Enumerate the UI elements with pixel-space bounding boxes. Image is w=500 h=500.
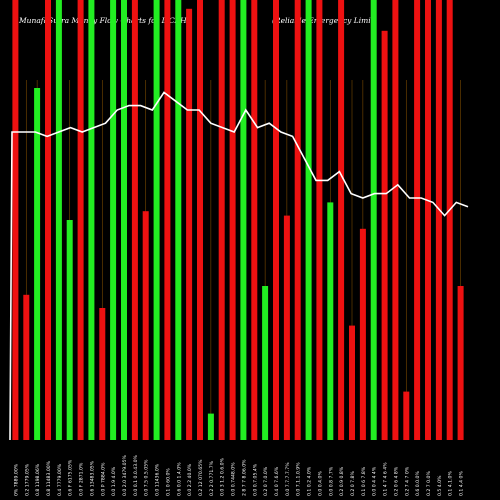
flow-bar <box>327 202 334 440</box>
x-tick-label: 0.6 F 6175.05% <box>68 459 74 496</box>
flow-bar <box>359 228 366 440</box>
x-tick-label: 0.5 4.0% <box>437 475 443 496</box>
x-tick-label: 0.0 1.9 4.0% <box>111 466 117 496</box>
x-tick-label: 0.2 0 7.0.0% <box>263 466 269 496</box>
x-tick-label: 0.0 0.7.05.4% <box>252 463 258 496</box>
flow-bar <box>99 308 106 440</box>
flow-bar <box>403 391 410 440</box>
x-tick-label: 0.1 0 6 7.8% <box>361 466 367 496</box>
x-tick-label: 0.2 0.9 0.8% <box>339 466 345 496</box>
flow-bar <box>77 0 84 440</box>
flow-bar <box>66 220 73 440</box>
x-tick-label: 0.0 0.7448.0% <box>231 462 237 496</box>
flow-bar <box>164 0 171 440</box>
x-tick-label: 0.0 7.5 0.5.05% <box>144 459 150 496</box>
x-tick-label: 0.1 4 7 4 6 4% <box>383 462 389 496</box>
flow-bar <box>349 325 355 440</box>
x-tick-label: 0.0 0 4 4 4% <box>372 466 378 496</box>
chart-title-right: (Reliable Emergency Limit <box>272 16 374 25</box>
x-tick-label: 0.0 2.2 40.0% <box>187 463 193 496</box>
flow-bar <box>392 0 399 440</box>
flow-bar <box>338 0 345 440</box>
x-tick-label: 0.0 P 7884.0% <box>100 462 106 496</box>
x-tick-label: 0.0 2.0 3479.05% <box>122 454 128 496</box>
x-tick-label: 0.2 7 0.0% <box>426 471 432 496</box>
flow-bar <box>251 0 258 440</box>
x-tick-label: 0.2 1779.05% <box>24 463 30 496</box>
flow-bar <box>218 0 225 440</box>
flow-bar <box>240 0 247 440</box>
x-tick-label: 0.2 0 6 4 8% <box>393 466 399 496</box>
flow-bar <box>273 0 279 440</box>
flow-bar <box>305 0 312 440</box>
flow-bar <box>446 0 453 440</box>
flow-bar <box>175 0 182 440</box>
x-tick-label: 0.2 7 4 7 0% <box>404 466 410 496</box>
x-tick-label: 0.1 4.1.0% <box>448 471 454 496</box>
line-layer <box>9 91 469 441</box>
x-tick-label: 0.6 0.0 1.4.0% <box>176 462 182 496</box>
flow-bar <box>142 211 149 440</box>
x-tick-label: 0.6 13483.05% <box>89 460 95 496</box>
x-tick-label: 0% 7889.00% <box>13 463 19 496</box>
x-tick-label: 0.0 7.1.1.0.9% <box>296 462 302 496</box>
flow-bar <box>121 0 127 440</box>
flow-bar <box>414 0 421 440</box>
flow-bar <box>262 286 269 440</box>
flow-bar <box>457 286 464 440</box>
x-tick-label: 0.0 7.7.7.7.7% <box>285 462 291 496</box>
flow-bar <box>435 0 442 440</box>
x-tick-label: 0.2 2 0.771.7% <box>209 460 215 496</box>
flow-bar <box>425 0 431 440</box>
x-tick-labels: 0% 7889.00% 0.2 1779.05% 0.8 1198.06% 0.8 1… <box>13 454 464 496</box>
flow-bar <box>23 294 30 440</box>
x-tick-label: 0.2 12 070.65% <box>198 459 204 496</box>
flow-bar <box>294 0 301 440</box>
flow-bar <box>153 0 160 440</box>
x-tick-label: 0.0 0.4.0% <box>317 471 323 496</box>
x-tick-label: 0.0 3 1.2 0.6.0% <box>220 457 226 496</box>
x-tick-label: 0.1 0 60.0% <box>165 468 171 496</box>
x-tick-label: 0.0 0.1 0.0.43.0% <box>133 454 139 496</box>
x-tick-label: 0.0 0.8 7.7% <box>328 466 334 496</box>
x-tick-label: 0.2 0 7.8% <box>350 471 356 496</box>
flow-bar <box>131 0 138 440</box>
x-tick-label: 0.6 0.0.0% <box>415 471 421 496</box>
flow-bar <box>229 0 236 440</box>
flow-bar <box>55 0 62 440</box>
price-line <box>9 91 469 441</box>
flow-bar <box>381 30 388 441</box>
x-tick-label: 0.8 11483.00% <box>46 460 52 496</box>
chart-title-left: MunafaSutra Money Flow Charts for LiCAHL <box>19 16 192 25</box>
flow-bar <box>197 0 203 440</box>
x-tick-label: 0.1 0.2 4.0% <box>307 466 313 496</box>
flow-bar <box>283 215 290 440</box>
flow-bar <box>370 0 377 440</box>
flow-bar <box>34 88 41 440</box>
x-tick-label: 0.4 0 7.6.6% <box>274 466 280 496</box>
flow-bar <box>88 0 95 440</box>
x-tick-label: 0.4 7779.00% <box>57 463 63 496</box>
flow-bar <box>186 8 193 441</box>
flow-bar <box>316 0 323 440</box>
x-tick-label: 0.0 11436.0% <box>155 463 161 496</box>
flow-bar <box>207 413 214 440</box>
flow-bar <box>12 0 19 440</box>
flow-bar <box>110 0 117 440</box>
bar-layer <box>12 0 464 441</box>
x-tick-label: 0.0 F 2871.0% <box>79 462 85 496</box>
x-tick-label: 2 8 7 7 8.06.0% <box>241 459 247 496</box>
x-tick-label: 0.8 1198.06% <box>35 463 41 496</box>
flow-bar <box>45 0 51 440</box>
x-tick-label: 0.1 4.4 0% <box>459 471 465 496</box>
